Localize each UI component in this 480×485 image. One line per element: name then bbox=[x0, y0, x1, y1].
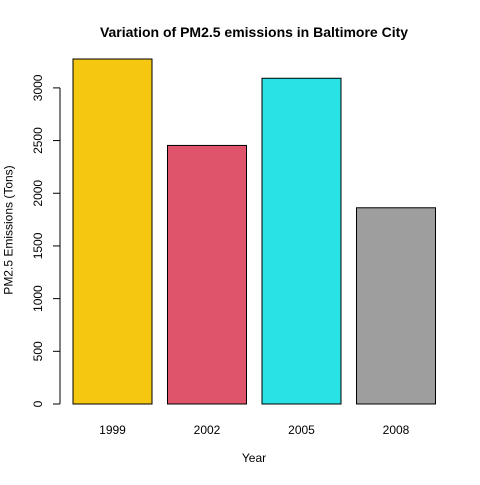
bars-layer bbox=[73, 59, 436, 404]
y-axis-label: PM2.5 Emissions (Tons) bbox=[2, 165, 16, 294]
bar-2002 bbox=[168, 145, 247, 404]
y-tick-label-1500: 1500 bbox=[31, 232, 45, 259]
y-tick-label-2000: 2000 bbox=[31, 180, 45, 207]
y-tick-label-0: 0 bbox=[31, 400, 45, 407]
x-tick-label-1999: 1999 bbox=[99, 423, 126, 437]
bar-1999 bbox=[73, 59, 152, 404]
y-tick-label-3000: 3000 bbox=[31, 74, 45, 101]
y-tick-label-1000: 1000 bbox=[31, 285, 45, 312]
y-tick-label-500: 500 bbox=[31, 341, 45, 361]
y-tick-label-2500: 2500 bbox=[31, 127, 45, 154]
x-tick-labels: 1999 2002 2005 2008 bbox=[99, 423, 410, 437]
chart-title: Variation of PM2.5 emissions in Baltimor… bbox=[100, 24, 408, 40]
y-axis: 0 500 1000 1500 2000 2500 3000 bbox=[31, 74, 60, 407]
bar-2008 bbox=[357, 208, 436, 404]
x-tick-label-2005: 2005 bbox=[288, 423, 315, 437]
x-tick-label-2002: 2002 bbox=[194, 423, 221, 437]
bar-2005 bbox=[262, 78, 341, 404]
x-tick-label-2008: 2008 bbox=[383, 423, 410, 437]
x-axis-label: Year bbox=[242, 451, 266, 465]
